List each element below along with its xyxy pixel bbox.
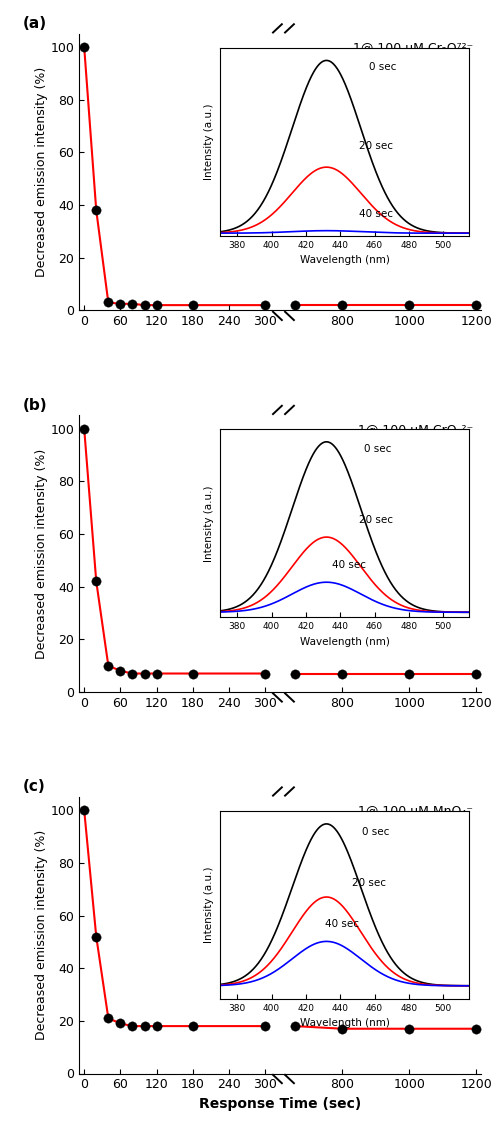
Point	[153, 664, 161, 683]
Point	[261, 296, 269, 314]
Point	[140, 1017, 148, 1035]
Point	[405, 664, 413, 683]
Point	[117, 1015, 124, 1033]
Y-axis label: Decreased emission intensity (%): Decreased emission intensity (%)	[35, 831, 48, 1041]
Point	[472, 664, 480, 683]
Text: (a): (a)	[23, 16, 47, 32]
Point	[153, 296, 161, 314]
Point	[405, 1019, 413, 1037]
Point	[80, 419, 88, 437]
Point	[104, 1009, 112, 1027]
Y-axis label: Decreased emission intensity (%): Decreased emission intensity (%)	[35, 67, 48, 277]
Point	[140, 296, 148, 314]
Point	[291, 1017, 299, 1035]
Point	[117, 662, 124, 680]
Point	[153, 1017, 161, 1035]
Point	[472, 1019, 480, 1037]
Point	[189, 1017, 197, 1035]
Point	[128, 1017, 136, 1035]
Text: 1@ 100 μM Cr₂O⁷²⁻: 1@ 100 μM Cr₂O⁷²⁻	[353, 42, 473, 55]
Point	[80, 801, 88, 819]
Point	[117, 295, 124, 313]
Point	[104, 657, 112, 675]
Point	[189, 664, 197, 683]
Point	[128, 295, 136, 313]
Point	[405, 296, 413, 314]
Point	[92, 572, 100, 590]
Point	[338, 1019, 346, 1037]
Point	[338, 296, 346, 314]
Text: (b): (b)	[23, 398, 48, 412]
Point	[472, 296, 480, 314]
Point	[80, 38, 88, 56]
X-axis label: Response Time (sec): Response Time (sec)	[199, 1097, 362, 1111]
Point	[338, 664, 346, 683]
Y-axis label: Decreased emission intensity (%): Decreased emission intensity (%)	[35, 449, 48, 659]
Point	[92, 928, 100, 946]
Text: (c): (c)	[23, 780, 46, 794]
Point	[189, 296, 197, 314]
Point	[92, 201, 100, 219]
Point	[104, 294, 112, 312]
Point	[128, 664, 136, 683]
Point	[291, 664, 299, 683]
Point	[261, 1017, 269, 1035]
Point	[140, 664, 148, 683]
Point	[261, 664, 269, 683]
Text: 1@ 100 μM CrO₄²⁻: 1@ 100 μM CrO₄²⁻	[358, 424, 473, 437]
Text: 1@ 100 μM MnO₄⁻: 1@ 100 μM MnO₄⁻	[358, 806, 473, 818]
Point	[291, 296, 299, 314]
